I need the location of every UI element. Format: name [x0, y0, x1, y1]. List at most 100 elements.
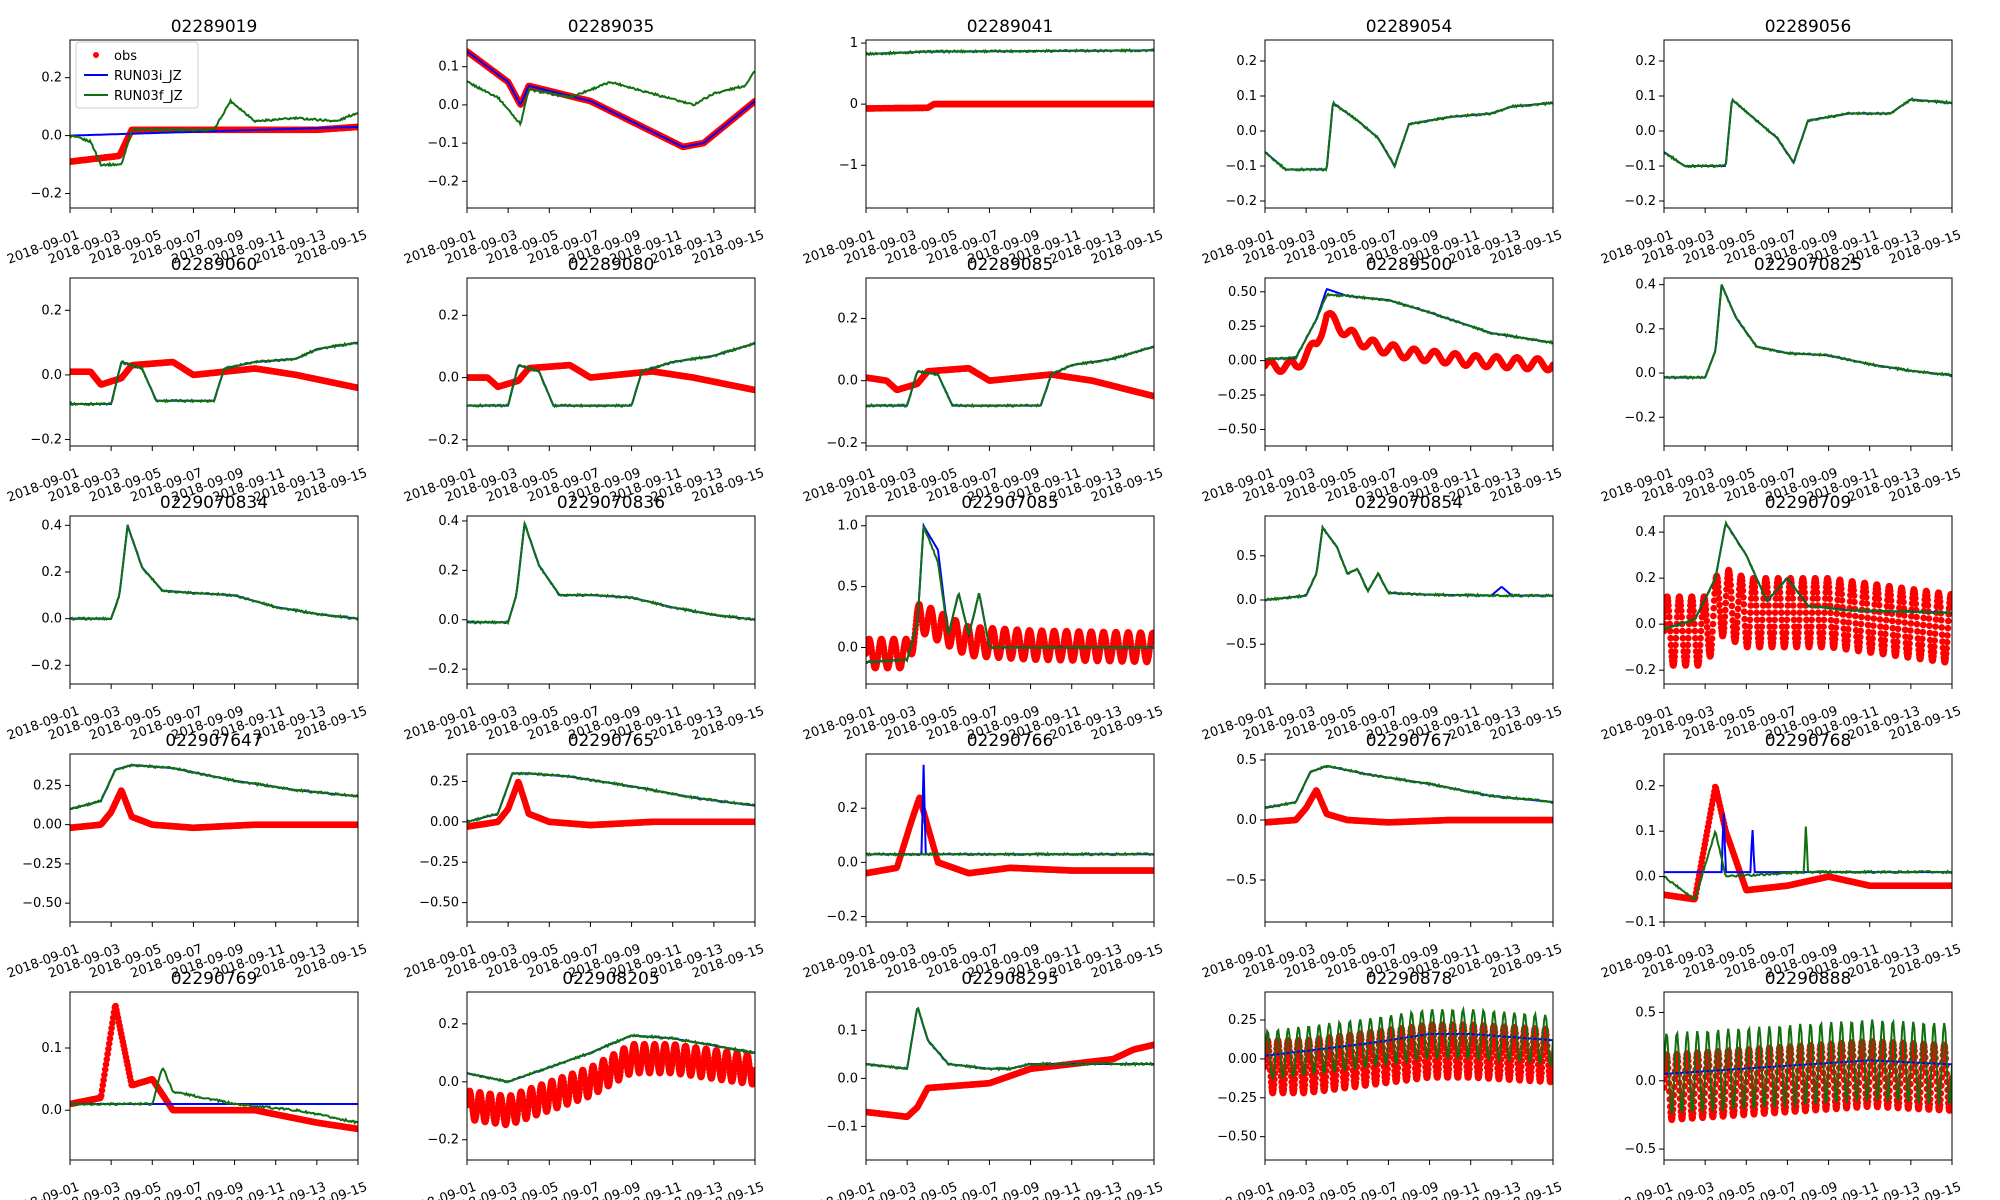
series-RUN03f_JZ: [1664, 96, 1952, 169]
subplot-title: 02289085: [967, 255, 1054, 275]
series-RUN03f_JZ: [467, 70, 755, 127]
obs-point: [1937, 603, 1944, 611]
obs-point: [1671, 653, 1678, 660]
obs-point: [1708, 646, 1715, 653]
subplot-title: 0229070825: [1754, 255, 1862, 275]
plot-area: [1265, 523, 1553, 602]
y-tick-label: 0.1: [1635, 89, 1656, 104]
obs-point: [1752, 589, 1759, 596]
obs-point: [1813, 589, 1821, 596]
y-tick-label: 0.5: [1236, 549, 1257, 564]
obs-point: [1690, 607, 1697, 615]
subplot-022907085: 0229070850.00.51.02018-09-012018-09-0320…: [801, 493, 1165, 744]
obs-point: [1726, 576, 1734, 583]
y-tick-label: −0.2: [30, 433, 62, 448]
series-RUN03i_JZ: [467, 50, 755, 148]
obs-point: [1821, 609, 1828, 616]
obs-point: [1938, 624, 1945, 631]
series-obs: [70, 787, 358, 832]
obs-point: [1696, 648, 1704, 655]
series-RUN03f_JZ: [1664, 284, 1952, 380]
obs-point: [1716, 601, 1723, 609]
obs-point: [1728, 602, 1736, 610]
y-tick-label: 1: [850, 36, 858, 51]
obs-point: [1845, 626, 1852, 633]
obs-point: [1887, 591, 1894, 599]
obs-point: [1766, 616, 1773, 624]
subplot-title: 0229070834: [160, 493, 268, 513]
obs-point: [1919, 628, 1927, 636]
obs-point: [1680, 641, 1687, 649]
y-tick-label: 0.4: [1635, 525, 1656, 540]
obs-point: [1875, 601, 1883, 609]
obs-point: [1150, 631, 1154, 639]
plot-area: [467, 341, 755, 409]
obs-point: [1803, 616, 1810, 624]
obs-point: [1679, 634, 1687, 642]
obs-point: [1801, 583, 1808, 591]
y-tick-label: 0.2: [1635, 322, 1656, 337]
obs-point: [1875, 595, 1883, 603]
obs-point: [1759, 609, 1766, 616]
obs-point: [1914, 628, 1921, 635]
y-tick-label: 0.5: [837, 580, 858, 595]
obs-point: [1863, 600, 1871, 607]
obs-point: [1703, 624, 1711, 631]
obs-point: [1728, 595, 1735, 602]
series-RUN03f_JZ: [70, 524, 358, 622]
obs-point: [1782, 629, 1790, 637]
obs-point: [1753, 609, 1760, 616]
obs-point: [1825, 583, 1833, 591]
obs-point: [1838, 585, 1845, 592]
obs-point: [1881, 642, 1888, 649]
subplot-022907647: 022907647−0.50−0.250.000.252018-09-01201…: [5, 731, 369, 982]
y-tick-label: −0.2: [1624, 410, 1656, 425]
series-RUN03f_JZ: [467, 341, 755, 409]
y-tick-label: 0.0: [41, 612, 62, 627]
obs-point: [1691, 627, 1699, 635]
obs-point: [1685, 627, 1692, 635]
y-tick-label: 0.2: [1635, 571, 1656, 586]
obs-point: [1765, 609, 1773, 616]
y-tick-label: −0.25: [1217, 388, 1257, 403]
y-tick-label: 0.0: [837, 374, 858, 389]
obs-point: [1697, 634, 1704, 642]
panel-grid: 02289019−0.20.00.22018-09-012018-09-0320…: [5, 17, 1963, 1200]
plot-area: [1265, 99, 1553, 172]
obs-point: [1926, 622, 1933, 630]
obs-point: [1814, 595, 1821, 602]
axes-frame: [1264, 515, 1554, 685]
obs-point: [1665, 602, 1672, 609]
obs-point: [1900, 598, 1907, 606]
y-tick-label: −0.2: [1225, 194, 1257, 209]
obs-point: [1678, 613, 1685, 621]
obs-point: [1945, 604, 1952, 612]
obs-point: [1667, 634, 1674, 642]
y-tick-label: 0.0: [1236, 593, 1257, 608]
y-tick-label: 0.0: [1635, 617, 1656, 632]
series-obs: [866, 100, 1154, 112]
obs-point: [1777, 602, 1785, 609]
obs-point: [1771, 616, 1778, 624]
subplot-02289085: 02289085−0.20.00.22018-09-012018-09-0320…: [801, 255, 1165, 506]
obs-point: [1857, 620, 1865, 628]
obs-point: [1889, 624, 1897, 632]
series-RUN03f_JZ: [70, 97, 358, 168]
y-tick-label: 0.0: [438, 371, 459, 386]
obs-point: [1870, 622, 1877, 629]
obs-point: [1677, 602, 1685, 609]
series-obs: [1664, 566, 1952, 669]
obs-point: [1733, 619, 1741, 626]
obs-point: [1827, 616, 1835, 624]
obs-point: [1943, 638, 1951, 646]
obs-point: [1808, 609, 1816, 616]
series-obs: [866, 365, 1154, 400]
obs-point: [1795, 629, 1802, 637]
plot-area: [1664, 96, 1952, 169]
obs-point: [1901, 619, 1908, 626]
axes-frame: [1264, 39, 1554, 209]
obs-point: [1826, 595, 1834, 603]
obs-point: [1722, 592, 1730, 600]
obs-point: [1741, 615, 1748, 623]
obs-point: [1815, 609, 1822, 616]
